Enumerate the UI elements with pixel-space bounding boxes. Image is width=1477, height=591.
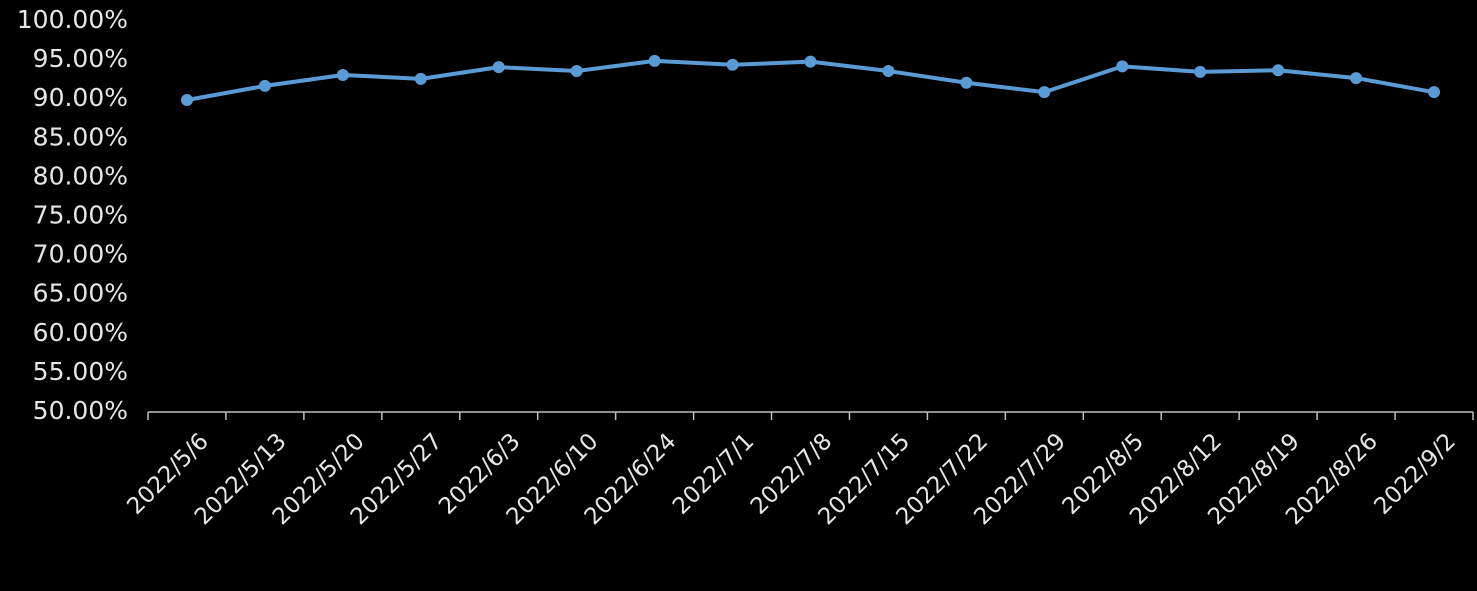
point: [726, 58, 739, 71]
point: [1116, 60, 1129, 73]
point: [804, 55, 817, 68]
point: [492, 61, 505, 74]
point: [258, 79, 271, 92]
y-tick-label: 95.00%: [33, 44, 128, 73]
point: [1428, 86, 1441, 99]
point: [648, 54, 661, 67]
point: [1038, 86, 1051, 99]
point: [180, 93, 193, 106]
point: [336, 68, 349, 81]
y-tick-label: 65.00%: [33, 279, 128, 308]
x-tick-label: 2022/7/1: [668, 428, 759, 519]
y-tick-label: 60.00%: [33, 318, 128, 347]
point: [414, 72, 427, 85]
x-tick-label: 2022/9/2: [1369, 428, 1460, 519]
y-tick-label: 90.00%: [33, 83, 128, 112]
y-tick-label: 75.00%: [33, 201, 128, 230]
y-tick-label: 50.00%: [33, 396, 128, 425]
y-tick-label: 80.00%: [33, 161, 128, 190]
y-tick-label: 55.00%: [33, 357, 128, 386]
point: [1350, 72, 1363, 85]
y-tick-label: 100.00%: [17, 5, 128, 34]
point: [960, 76, 973, 89]
point: [1272, 64, 1285, 77]
point: [1194, 65, 1207, 78]
y-tick-label: 70.00%: [33, 240, 128, 269]
y-tick-label: 85.00%: [33, 122, 128, 151]
point: [882, 65, 895, 78]
point: [570, 65, 583, 78]
